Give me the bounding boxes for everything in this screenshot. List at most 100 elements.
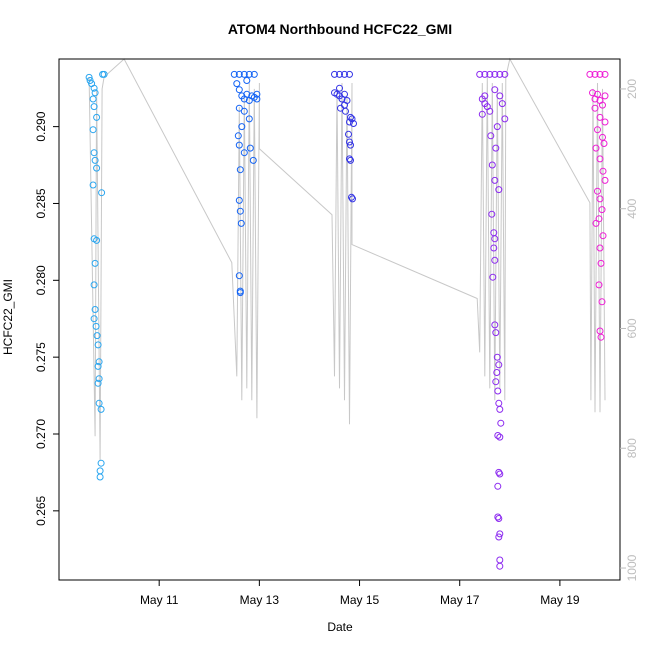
data-point <box>594 187 601 195</box>
data-point <box>476 70 484 78</box>
data-point <box>348 115 356 123</box>
data-point <box>92 322 100 330</box>
data-point <box>491 235 499 243</box>
data-point <box>100 70 108 78</box>
y2-tick-label: 1000 <box>625 554 639 581</box>
data-point <box>91 306 99 313</box>
data-point <box>240 149 248 157</box>
data-point <box>95 399 103 407</box>
data-point <box>597 259 605 267</box>
x-tick-label: May 13 <box>240 593 280 607</box>
data-point <box>492 144 500 152</box>
data-point <box>253 95 261 103</box>
data-point <box>486 70 494 78</box>
data-point <box>486 107 494 115</box>
data-point <box>90 149 98 157</box>
data-point <box>347 113 354 121</box>
data-point <box>93 164 101 172</box>
data-point <box>346 138 353 146</box>
data-point <box>596 195 604 203</box>
data-point <box>230 70 238 78</box>
data-point <box>235 272 243 280</box>
data-point <box>346 155 353 163</box>
x-tick-label: May 15 <box>340 593 380 607</box>
data-point <box>347 156 354 164</box>
data-point <box>501 70 509 78</box>
data-point <box>496 70 504 78</box>
data-point <box>245 70 253 78</box>
data-point <box>497 419 505 427</box>
data-point <box>501 115 509 123</box>
x-tick-label: May 19 <box>540 593 580 607</box>
data-point <box>97 459 105 467</box>
y-axis-label: HCFC22_GMI <box>1 279 15 355</box>
data-point <box>596 70 604 78</box>
y2-tick-label: 200 <box>625 79 639 99</box>
data-point <box>240 70 248 78</box>
data-point <box>331 70 338 78</box>
data-point <box>234 132 242 140</box>
data-point <box>495 361 503 369</box>
data-point <box>235 70 243 78</box>
data-point <box>495 186 503 194</box>
y-axis-right: 200 400 600 800 1000 <box>620 79 639 581</box>
data-point <box>341 90 348 98</box>
data-point <box>89 126 97 134</box>
data-point <box>93 236 101 244</box>
data-point <box>498 100 506 108</box>
data-point <box>93 113 101 121</box>
y-tick-label: 0.270 <box>34 419 48 449</box>
profile-line-layer <box>88 57 606 461</box>
y2-tick-label: 400 <box>625 198 639 218</box>
data-point <box>253 90 261 98</box>
data-point <box>341 101 348 109</box>
data-point <box>233 80 241 88</box>
data-point <box>237 219 245 227</box>
x-axis: May 11 May 13 May 15 May 17 May 19 <box>140 580 580 607</box>
data-point <box>599 232 607 240</box>
data-point <box>495 533 503 541</box>
data-point <box>496 92 504 100</box>
data-point <box>493 369 501 376</box>
x-tick-label: May 17 <box>440 593 480 607</box>
data-point <box>495 468 503 476</box>
data-point <box>240 107 248 115</box>
data-point <box>236 166 244 174</box>
data-point <box>97 405 105 413</box>
data-point <box>85 73 93 81</box>
data-point <box>601 92 609 100</box>
data-point <box>596 244 604 252</box>
data-point <box>250 70 258 78</box>
data-point <box>493 123 501 131</box>
data-point <box>90 315 98 323</box>
data-point <box>601 70 609 78</box>
x-tick-label: May 11 <box>140 593 179 607</box>
data-point <box>494 432 502 439</box>
data-point <box>495 399 503 407</box>
data-point <box>93 332 101 340</box>
data-point <box>596 327 604 335</box>
data-point <box>491 321 499 329</box>
data-point <box>481 92 489 100</box>
data-point <box>492 378 500 386</box>
data-point <box>350 120 357 127</box>
data-point <box>98 189 106 197</box>
data-point <box>600 140 608 147</box>
data-point <box>95 358 103 366</box>
data-point <box>597 333 605 341</box>
data-point <box>494 482 502 490</box>
data-point <box>491 256 499 264</box>
data-point <box>91 89 99 97</box>
data-point <box>90 103 98 111</box>
data-point <box>494 513 502 521</box>
data-point <box>495 515 503 522</box>
data-point <box>245 115 253 123</box>
data-point <box>598 298 606 306</box>
data-point <box>496 470 504 478</box>
data-point <box>349 195 356 203</box>
data-point <box>496 562 504 570</box>
data-point <box>598 206 606 214</box>
data-point <box>589 89 596 97</box>
data-point <box>601 176 609 184</box>
data-point <box>89 95 97 103</box>
